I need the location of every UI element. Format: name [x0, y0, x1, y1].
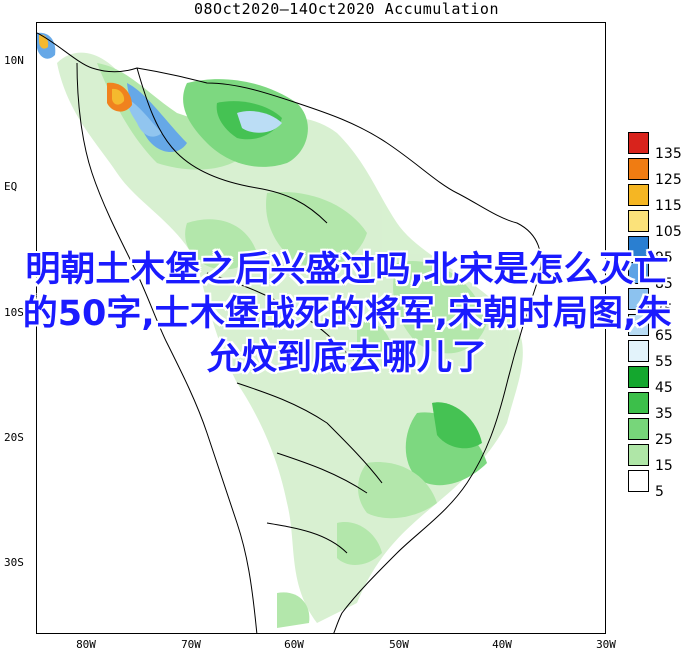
legend-label: 75 [655, 302, 673, 318]
lon-label-30w: 30W [596, 638, 616, 651]
legend-label: 115 [655, 198, 682, 214]
legend-swatch [628, 132, 649, 154]
legend-swatch [628, 314, 649, 336]
legend-swatch [628, 418, 649, 440]
legend-label: 45 [655, 380, 673, 396]
coastlines [37, 32, 542, 633]
map-svg [37, 32, 542, 633]
legend-label: 105 [655, 224, 682, 240]
legend-swatch [628, 158, 649, 180]
lat-label-30s: 30S [4, 556, 24, 569]
legend-label: 85 [655, 276, 673, 292]
legend-swatch [628, 288, 649, 310]
overlay-text: 明朝土木堡之后兴盛过吗,北宋是怎么灭亡的50字,士木堡战死的将军,宋朝时局图,朱… [22, 250, 672, 378]
lon-label-80w: 80W [76, 638, 96, 651]
legend-label: 35 [655, 406, 673, 422]
legend-swatch [628, 444, 649, 466]
legend-swatch [628, 210, 649, 232]
legend-label: 15 [655, 458, 673, 474]
legend-label: 5 [655, 484, 664, 500]
legend-swatch [628, 340, 649, 362]
precipitation-map [36, 22, 606, 634]
legend-swatch [628, 236, 649, 258]
legend-swatch [628, 184, 649, 206]
legend-swatch [628, 392, 649, 414]
lon-label-70w: 70W [181, 638, 201, 651]
legend-label: 55 [655, 354, 673, 370]
legend-swatch [628, 262, 649, 284]
lon-label-50w: 50W [389, 638, 409, 651]
legend-label: 125 [655, 172, 682, 188]
lat-label-eq: EQ [4, 180, 18, 193]
legend-label: 25 [655, 432, 673, 448]
precip-shading [37, 32, 523, 628]
lat-label-10n: 10N [4, 54, 24, 67]
lat-label-10s: 10S [4, 306, 24, 319]
legend-swatch [628, 470, 649, 492]
lat-label-20s: 20S [4, 431, 24, 444]
legend-label: 135 [655, 146, 682, 162]
map-title: 08Oct2020—14Oct2020 Accumulation [194, 0, 499, 18]
lon-label-40w: 40W [492, 638, 512, 651]
legend-swatch [628, 366, 649, 388]
legend-label: 95 [655, 250, 673, 266]
legend-label: 65 [655, 328, 673, 344]
lon-label-60w: 60W [284, 638, 304, 651]
